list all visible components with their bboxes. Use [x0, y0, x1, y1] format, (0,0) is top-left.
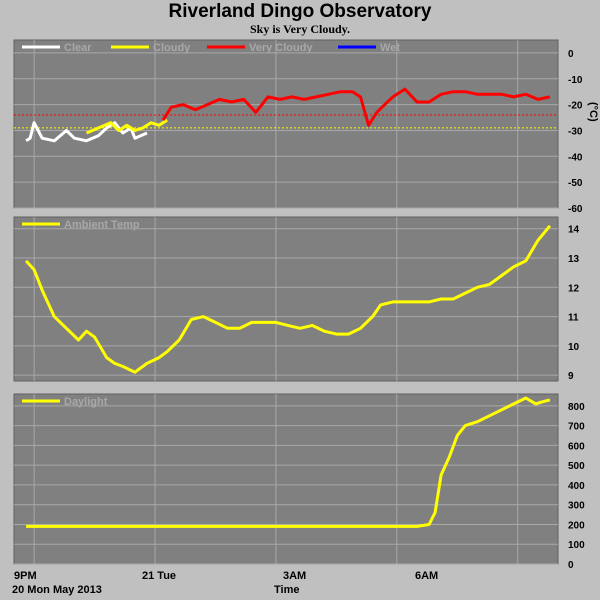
y-axis-label: (°C) [587, 102, 599, 122]
y-tick-label: 300 [568, 501, 585, 512]
y-tick-label: -10 [568, 75, 583, 86]
y-tick-label: 13 [568, 254, 580, 265]
y-tick-label: -20 [568, 101, 583, 112]
y-tick-label: -30 [568, 126, 583, 137]
series-line-very-cloudy [161, 87, 551, 127]
plot-area [13, 216, 559, 382]
y-tick-label: 600 [568, 441, 585, 452]
sky-status-subtitle: Sky is Very Cloudy. [249, 22, 351, 36]
plot-area [13, 393, 559, 565]
legend-label: Clear [64, 42, 92, 54]
y-tick-label: 9 [568, 371, 574, 382]
x-tick-label: 9PM [14, 570, 37, 582]
x-axis-title: Time [274, 584, 300, 596]
chart-title: Riverland Dingo Observatory [168, 1, 432, 22]
y-tick-label: 11 [568, 313, 579, 324]
legend-label: Wet [380, 42, 400, 54]
legend-label: Ambient Temp [64, 219, 140, 231]
series-line-clear [25, 121, 148, 143]
chart-panel-3: 0 100 200 300 400 500 600 700 800 Daylight [13, 393, 585, 571]
chart-panel-1: 0 -10 -20 -30 -40 -50 -60 (°C) Clear Cloudy Very C… [13, 39, 599, 215]
y-tick-label: 200 [568, 520, 585, 531]
y-tick-label: 500 [568, 461, 585, 472]
y-tick-label: 0 [568, 560, 574, 571]
series-line-cloudy [85, 118, 168, 135]
series-line-daylight [26, 396, 551, 528]
y-tick-label: 800 [568, 402, 585, 413]
plot-area [13, 39, 559, 209]
y-tick-label: -50 [568, 178, 583, 189]
x-tick-label: 21 Tue [142, 570, 177, 582]
y-tick-label: -60 [568, 204, 583, 215]
y-tick-label: 12 [568, 283, 580, 294]
y-tick-label: 400 [568, 481, 585, 492]
x-tick-label: 3AM [283, 570, 307, 582]
y-tick-label: 0 [568, 49, 574, 60]
y-tick-label: 14 [568, 225, 580, 236]
chart-panel-2: 9 10 11 12 13 14 Ambient Temp [13, 216, 580, 382]
y-tick-label: 100 [568, 540, 585, 551]
x-tick-label: 6AM [415, 570, 439, 582]
y-tick-label: 10 [568, 342, 580, 353]
y-tick-label: -40 [568, 152, 583, 163]
series-line-ambient-temp [24, 224, 552, 374]
legend-label: Very Cloudy [249, 42, 313, 54]
x-date-label: 20 Mon May 2013 [12, 584, 102, 596]
legend-label: Daylight [64, 396, 108, 408]
legend-label: Cloudy [153, 42, 191, 54]
y-tick-label: 700 [568, 422, 585, 433]
